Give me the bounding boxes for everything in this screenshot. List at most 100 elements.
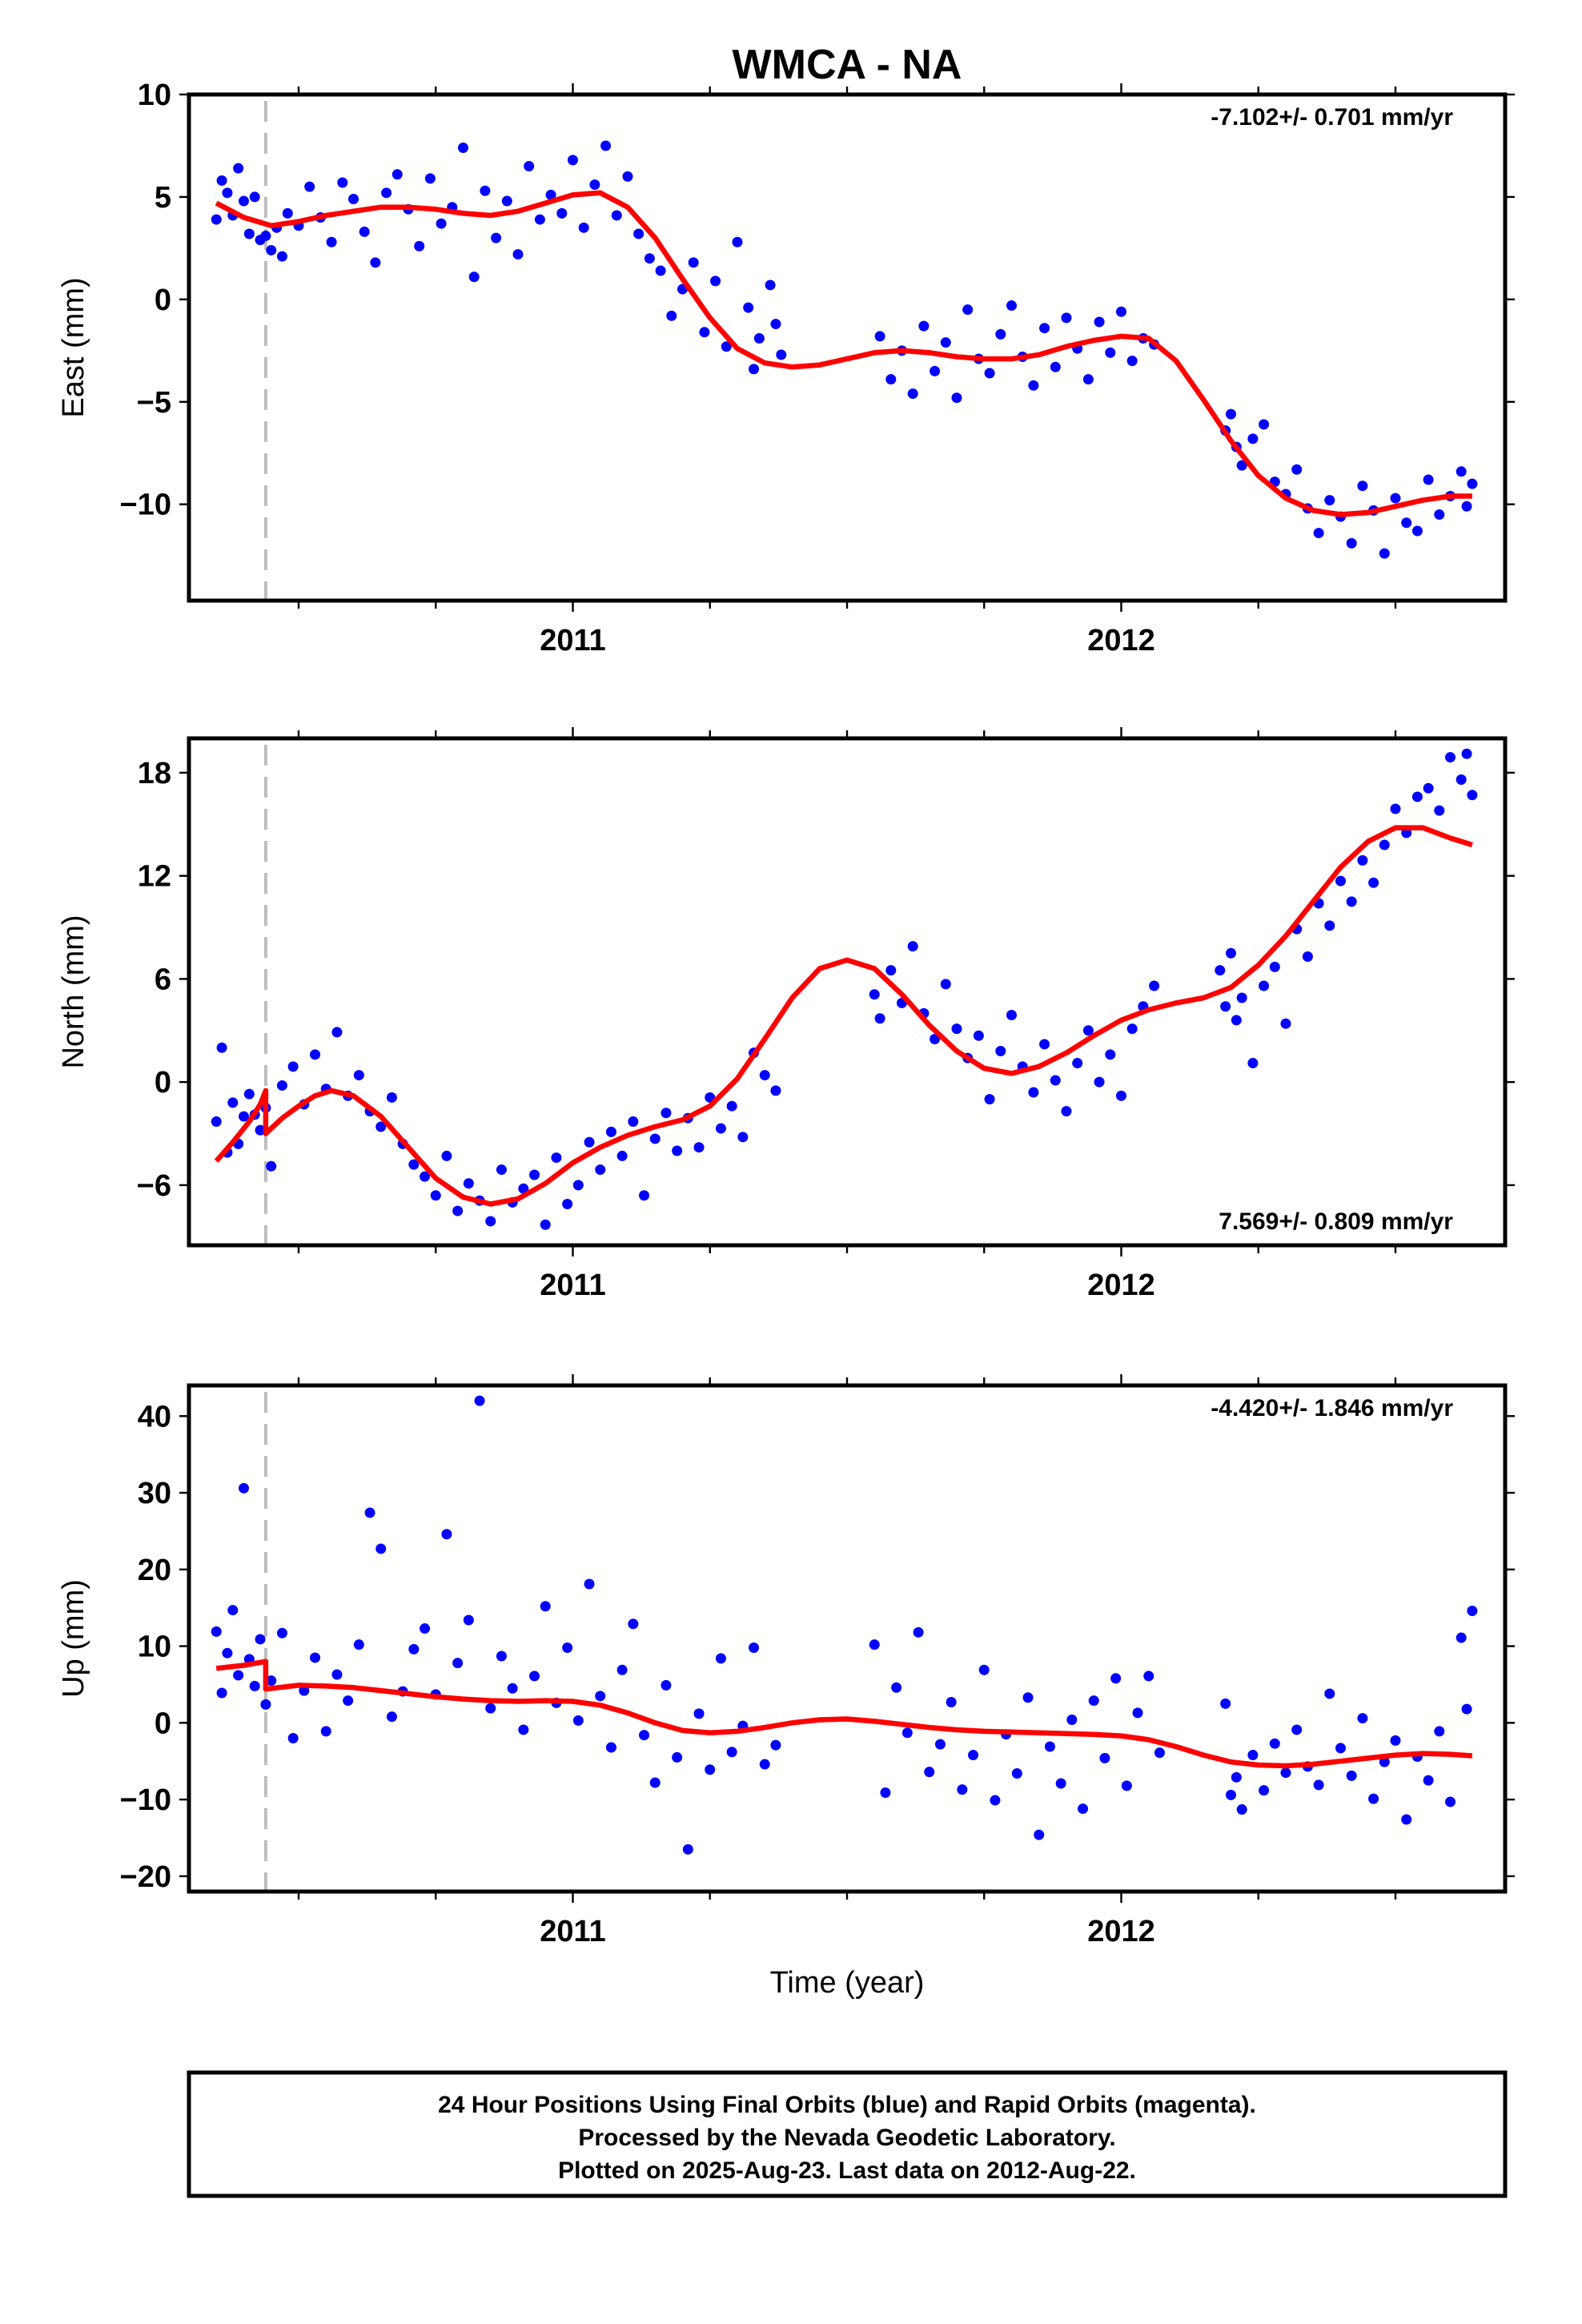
plot-frame (187, 92, 1508, 603)
data-point (1220, 1001, 1231, 1012)
data-point (320, 1726, 331, 1737)
x-axis-label: Time (year) (770, 1966, 925, 2000)
data-point (353, 1639, 364, 1651)
y-tick-label: −20 (120, 1860, 171, 1894)
data-point (1434, 805, 1445, 816)
y-tick-label: 5 (155, 181, 171, 215)
data-point (1357, 854, 1368, 866)
data-point (529, 1169, 540, 1180)
data-point (255, 1124, 266, 1136)
y-tick-label: 18 (138, 757, 171, 790)
data-point (1231, 1771, 1242, 1783)
data-point (605, 1742, 616, 1753)
data-point (732, 236, 743, 247)
data-point (770, 1085, 781, 1096)
data-point (726, 1100, 737, 1112)
data-point (1461, 501, 1472, 512)
data-point (491, 232, 502, 243)
data-point (584, 1136, 595, 1148)
data-point (1434, 1726, 1445, 1737)
data-point (266, 1675, 277, 1687)
data-point (1247, 1750, 1259, 1761)
data-point (540, 1219, 551, 1230)
data-point (682, 1844, 693, 1855)
data-point (1094, 1076, 1105, 1088)
data-point (595, 1164, 606, 1176)
data-point (529, 1671, 540, 1682)
data-point (869, 989, 880, 1000)
data-point (1357, 480, 1368, 492)
data-point (211, 1116, 222, 1128)
data-point (227, 1097, 239, 1108)
data-point (628, 1116, 639, 1128)
data-point (1082, 1025, 1094, 1036)
data-point (572, 1180, 584, 1191)
data-point (216, 1687, 227, 1699)
data-point (485, 1703, 496, 1714)
data-point (353, 1070, 364, 1081)
data-point (408, 1159, 420, 1170)
data-point (266, 1160, 277, 1172)
data-point (973, 1030, 984, 1041)
data-point (962, 304, 974, 316)
data-point (978, 1664, 990, 1675)
data-point (359, 226, 370, 237)
data-point (1280, 1767, 1291, 1779)
data-point (699, 327, 710, 338)
data-point (1154, 1747, 1165, 1759)
data-point (1401, 1814, 1412, 1825)
data-point (343, 1695, 354, 1707)
data-point (1121, 1780, 1132, 1791)
data-point (1346, 1770, 1357, 1781)
data-point (249, 191, 260, 203)
footer-frame (187, 2070, 1508, 2198)
data-point (995, 328, 1006, 340)
data-point (710, 275, 721, 287)
data-point (337, 177, 348, 188)
data-point (260, 1699, 271, 1710)
data-point (1313, 528, 1324, 539)
footer-box: 24 Hour Positions Using Final Orbits (bl… (187, 2070, 1508, 2198)
data-point (1291, 1724, 1303, 1735)
data-point (737, 1132, 749, 1143)
data-point (891, 1682, 902, 1693)
data-point (743, 302, 754, 313)
data-point (930, 365, 941, 376)
data-point (661, 1679, 672, 1691)
data-point (776, 349, 787, 360)
data-point (1269, 961, 1280, 972)
data-point (1401, 517, 1412, 529)
y-axis-label: North (mm) (57, 915, 90, 1068)
data-point (1269, 1738, 1280, 1749)
data-point (1368, 877, 1379, 888)
data-point (639, 1190, 650, 1201)
data-point (1082, 374, 1094, 385)
data-point (1423, 1775, 1434, 1786)
data-point (1088, 1695, 1099, 1707)
y-tick-label: −10 (120, 489, 171, 522)
data-point (1226, 947, 1236, 959)
data-point (452, 1658, 464, 1669)
data-point (957, 1784, 968, 1795)
y-axis-label: East (mm) (57, 277, 90, 417)
data-point (260, 231, 271, 242)
data-point (940, 337, 951, 348)
data-point (1231, 1015, 1242, 1026)
data-point (249, 1680, 260, 1691)
data-point (693, 1142, 705, 1153)
data-point (1034, 1829, 1045, 1840)
data-points (211, 748, 1478, 1230)
data-point (331, 1669, 343, 1680)
y-tick-label: −10 (120, 1783, 171, 1817)
data-point (1423, 782, 1434, 794)
data-point (408, 1643, 420, 1655)
data-point (227, 1605, 239, 1616)
data-point (605, 1126, 616, 1137)
data-point (753, 332, 765, 344)
data-point (885, 374, 897, 385)
y-tick-label: 30 (138, 1477, 171, 1510)
data-point (705, 1764, 716, 1775)
data-point (1006, 1009, 1017, 1020)
data-point (1346, 896, 1357, 907)
